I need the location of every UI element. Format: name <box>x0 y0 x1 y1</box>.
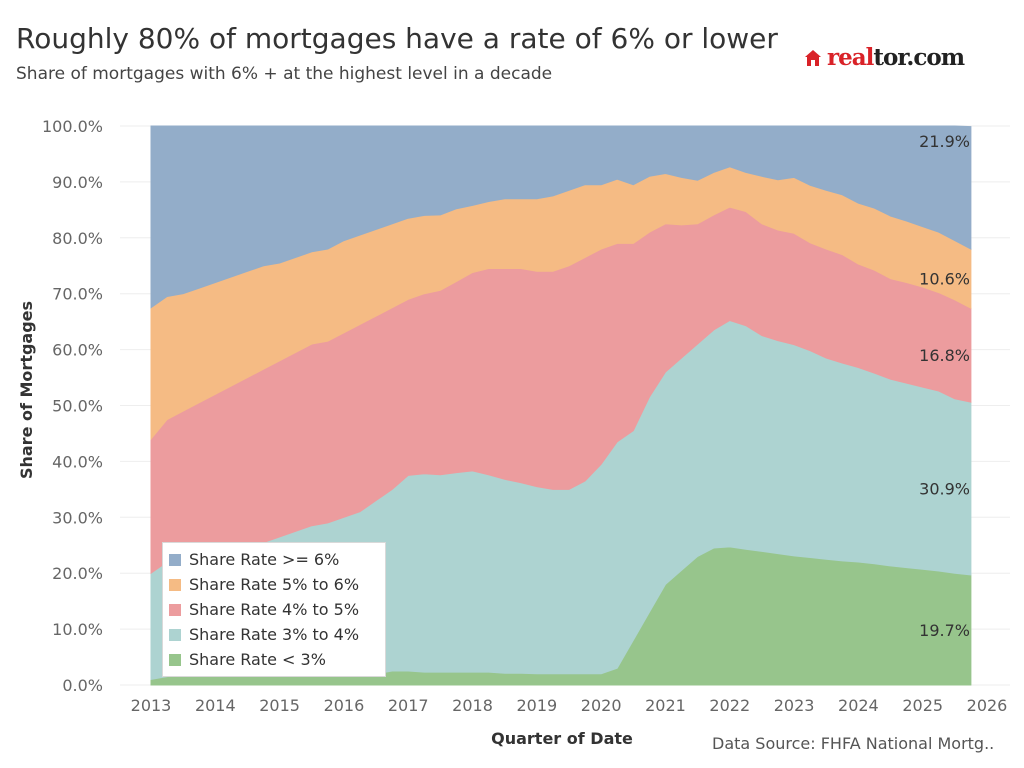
end-labels: 19.7% 30.9% 16.8% 10.6% 21.9% <box>919 132 970 640</box>
legend-swatch <box>169 578 181 591</box>
end-label: 16.8% <box>919 346 970 365</box>
y-axis-label: Share of Mortgages <box>17 301 36 479</box>
legend-item[interactable]: Share Rate 3% to 4% <box>163 622 385 647</box>
chart-title: Roughly 80% of mortgages have a rate of … <box>16 22 778 55</box>
realtor-logo: real tor.com <box>804 44 965 71</box>
legend-label: Share Rate 3% to 4% <box>189 625 360 644</box>
legend-swatch <box>169 553 181 566</box>
x-tick-label: 2017 <box>388 696 429 715</box>
data-source-note: Data Source: FHFA National Mortg.. <box>712 734 995 753</box>
legend-item[interactable]: Share Rate >= 6% <box>163 547 385 572</box>
x-tick-label: 2018 <box>452 696 493 715</box>
legend-item[interactable]: Share Rate 4% to 5% <box>163 597 385 622</box>
x-tick-label: 2013 <box>131 696 172 715</box>
y-tick-label: 80.0% <box>52 229 103 248</box>
legend-swatch <box>169 628 181 641</box>
logo-text-domain: tor.com <box>873 44 965 71</box>
x-tick-label: 2025 <box>902 696 943 715</box>
legend-swatch <box>169 603 181 616</box>
legend-label: Share Rate 4% to 5% <box>189 600 360 619</box>
legend-label: Share Rate >= 6% <box>189 550 340 569</box>
x-tick-label: 2023 <box>774 696 815 715</box>
x-tick-label: 2024 <box>838 696 879 715</box>
y-tick-label: 20.0% <box>52 564 103 583</box>
y-tick-label: 40.0% <box>52 452 103 471</box>
x-axis-ticks: 2013 2014 2015 2016 2017 2018 2019 2020 2021 2022… <box>131 696 1008 715</box>
y-tick-label: 0.0% <box>62 676 103 695</box>
x-tick-label: 2022 <box>709 696 750 715</box>
y-axis-ticks: 0.0% 10.0% 20.0% 30.0% 40.0% 50.0% 60.0% 70.0% 8… <box>42 117 103 695</box>
legend-label: Share Rate < 3% <box>189 650 326 669</box>
legend-item[interactable]: Share Rate 5% to 6% <box>163 572 385 597</box>
chart-subtitle: Share of mortgages with 6% + at the high… <box>16 64 553 84</box>
house-icon <box>805 49 821 66</box>
end-label: 30.9% <box>919 480 970 499</box>
y-tick-label: 70.0% <box>52 285 103 304</box>
y-tick-label: 30.0% <box>52 508 103 527</box>
end-label: 10.6% <box>919 270 970 289</box>
y-tick-label: 50.0% <box>52 397 103 416</box>
legend-swatch <box>169 653 181 666</box>
x-tick-label: 2021 <box>645 696 686 715</box>
y-tick-label: 60.0% <box>52 341 103 360</box>
chart-legend: Share Rate >= 6% Share Rate 5% to 6% Share… <box>162 542 386 677</box>
y-tick-label: 10.0% <box>52 620 103 639</box>
end-label: 19.7% <box>919 621 970 640</box>
x-tick-label: 2019 <box>516 696 557 715</box>
x-tick-label: 2026 <box>967 696 1008 715</box>
legend-item[interactable]: Share Rate < 3% <box>163 647 385 672</box>
x-axis-label: Quarter of Date <box>491 729 633 748</box>
x-tick-label: 2015 <box>259 696 300 715</box>
y-tick-label: 100.0% <box>42 117 103 136</box>
x-tick-label: 2020 <box>581 696 622 715</box>
end-label: 21.9% <box>919 132 970 151</box>
logo-text-real: real <box>827 44 874 71</box>
x-tick-label: 2014 <box>195 696 236 715</box>
y-tick-label: 90.0% <box>52 173 103 192</box>
legend-label: Share Rate 5% to 6% <box>189 575 360 594</box>
x-tick-label: 2016 <box>324 696 365 715</box>
area-share-rate-6[interactable] <box>150 125 972 309</box>
